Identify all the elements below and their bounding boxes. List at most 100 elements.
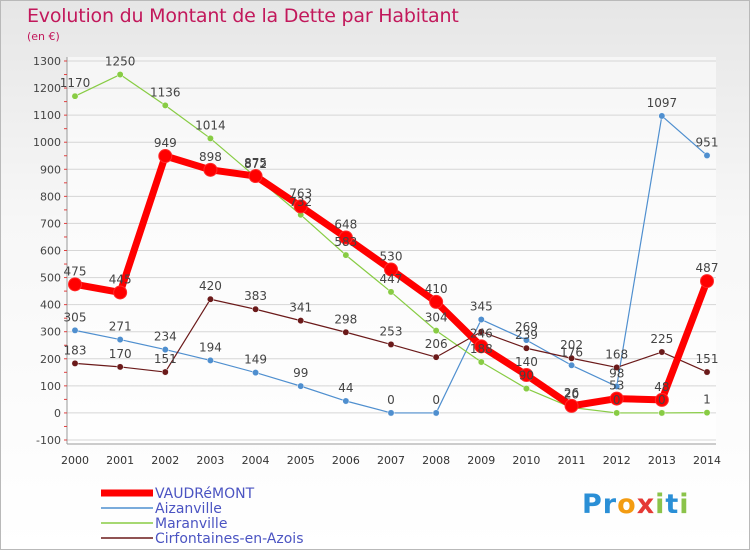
- legend-label: Maranville: [155, 516, 227, 532]
- data-point: [477, 358, 485, 366]
- data-point: [613, 363, 621, 371]
- data-point: [609, 391, 624, 406]
- x-tick-label: 2004: [242, 454, 270, 467]
- data-point: [658, 112, 666, 120]
- data-label: 487: [696, 261, 719, 275]
- y-tick-label: 1100: [33, 109, 61, 122]
- legend-label: VAUDRéMONT: [155, 486, 255, 502]
- data-point: [206, 134, 214, 142]
- data-label: 225: [650, 332, 673, 346]
- data-label: 183: [64, 343, 87, 357]
- data-point: [116, 71, 124, 78]
- data-label: 763: [289, 186, 312, 200]
- legend-label: Cirfontaines-en-Azois: [155, 531, 303, 547]
- data-label: 949: [154, 136, 177, 150]
- data-point: [68, 277, 82, 292]
- data-label: 530: [380, 249, 403, 263]
- data-point: [432, 409, 440, 417]
- data-point: [116, 336, 124, 344]
- data-label: 583: [334, 235, 357, 249]
- data-point: [477, 328, 485, 336]
- data-point: [658, 409, 666, 417]
- data-point: [387, 340, 395, 348]
- data-label: 1250: [105, 55, 136, 69]
- data-point: [338, 230, 353, 245]
- data-label: 26: [564, 386, 579, 400]
- data-point: [432, 327, 440, 335]
- data-label: 420: [199, 279, 222, 293]
- x-tick-label: 2007: [377, 454, 405, 467]
- x-tick-label: 2005: [287, 454, 315, 467]
- y-tick-label: 500: [40, 272, 61, 285]
- data-point: [700, 274, 714, 289]
- x-tick-label: 2012: [603, 454, 631, 467]
- data-label: 0: [432, 393, 440, 407]
- data-label: 1014: [195, 118, 226, 132]
- data-point: [703, 368, 711, 376]
- data-point: [703, 409, 711, 417]
- data-label: 345: [470, 300, 493, 314]
- data-label: 176: [560, 345, 583, 359]
- data-label: 951: [696, 135, 719, 149]
- data-point: [568, 361, 576, 369]
- y-tick-label: 100: [40, 380, 61, 393]
- data-label: 239: [515, 328, 538, 342]
- data-label: 445: [109, 272, 132, 286]
- x-tick-label: 2014: [693, 454, 721, 467]
- data-label: 1097: [647, 96, 678, 110]
- data-point: [71, 92, 79, 100]
- data-point: [161, 346, 169, 354]
- data-point: [252, 305, 260, 313]
- data-point: [613, 409, 621, 417]
- x-tick-label: 2001: [106, 454, 134, 467]
- y-tick-label: 1200: [33, 82, 61, 95]
- data-label: 0: [387, 393, 395, 407]
- data-point: [568, 354, 576, 362]
- data-point: [203, 162, 218, 177]
- data-label: 188: [470, 342, 493, 356]
- data-point: [384, 262, 398, 277]
- data-label: 90: [519, 369, 534, 383]
- data-point: [206, 356, 214, 364]
- data-point: [477, 316, 485, 323]
- data-label: 1136: [150, 85, 181, 99]
- data-point: [297, 317, 305, 325]
- data-label: 872: [244, 157, 267, 171]
- data-point: [297, 382, 305, 390]
- data-point: [429, 294, 444, 309]
- legend-label: Aizanville: [155, 501, 222, 517]
- data-point: [252, 369, 260, 377]
- data-point: [158, 149, 173, 164]
- y-tick-label: 300: [40, 326, 61, 339]
- data-label: 53: [609, 379, 624, 393]
- data-point: [658, 348, 666, 356]
- data-label: 1: [703, 393, 711, 407]
- x-tick-label: 2003: [196, 454, 224, 467]
- data-point: [703, 152, 711, 159]
- y-tick-label: 0: [54, 407, 61, 420]
- data-point: [342, 328, 350, 336]
- x-tick-label: 2000: [61, 454, 89, 467]
- data-label: 151: [154, 352, 177, 366]
- data-label: 168: [605, 347, 628, 361]
- data-label: 194: [199, 340, 222, 354]
- data-label: 898: [199, 150, 222, 164]
- x-tick-label: 2008: [422, 454, 450, 467]
- data-label: 648: [334, 218, 357, 232]
- y-tick-label: 900: [40, 163, 61, 176]
- y-tick-label: -100: [36, 434, 61, 447]
- data-point: [342, 397, 350, 405]
- data-label: 0: [613, 393, 621, 407]
- data-point: [161, 101, 169, 109]
- data-point: [519, 368, 534, 383]
- y-tick-label: 1300: [33, 55, 61, 68]
- data-point: [522, 336, 530, 344]
- data-point: [564, 398, 579, 413]
- data-label: 304: [425, 311, 448, 325]
- data-point: [342, 251, 350, 259]
- proxiti-logo: Proxiti: [582, 489, 690, 520]
- data-point: [206, 295, 214, 303]
- data-point: [71, 326, 79, 334]
